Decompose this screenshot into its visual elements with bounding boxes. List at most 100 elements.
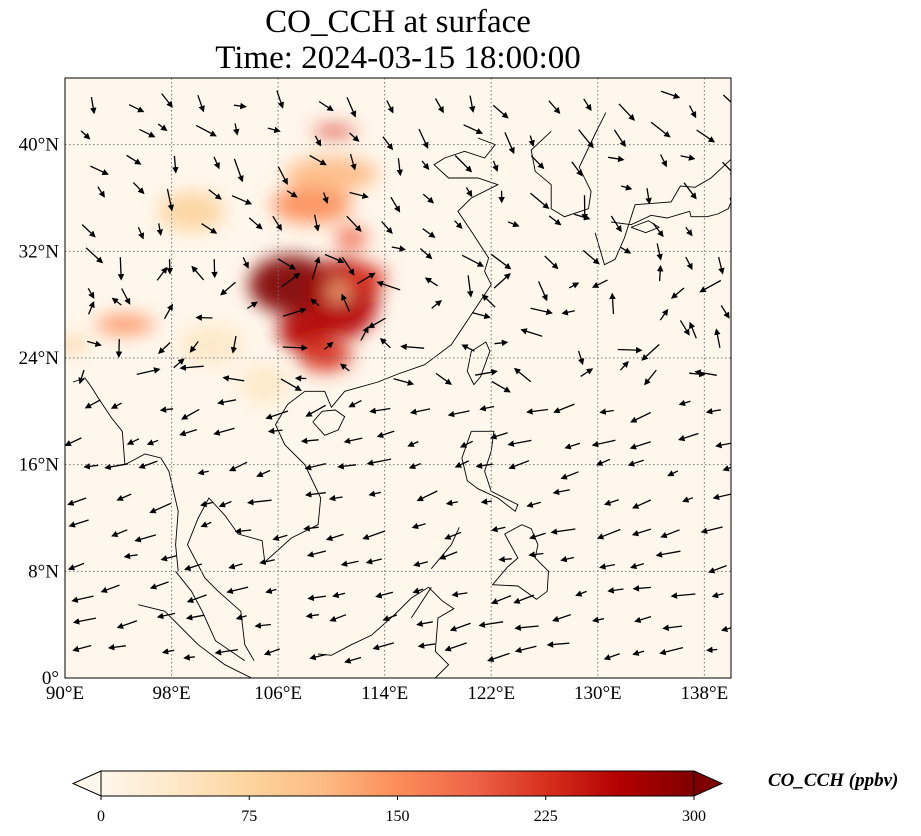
- wind-arrow: [214, 648, 238, 656]
- plume-13: [240, 364, 289, 405]
- wind-arrow: [678, 399, 691, 407]
- wind-arrow: [573, 213, 591, 221]
- wind-arrow: [577, 350, 585, 366]
- lat-tick-label: 24°N: [19, 348, 60, 369]
- wind-arrow: [159, 406, 174, 413]
- wind-arrow: [254, 622, 271, 629]
- map-subtitle: Time: 2024-03-15 18:00:00: [215, 40, 581, 76]
- wind-arrow: [272, 215, 282, 231]
- plume-11: [65, 336, 88, 353]
- wind-arrow: [220, 281, 236, 296]
- lon-tick-label: 98°E: [152, 683, 190, 704]
- wind-arrow: [722, 465, 731, 472]
- wind-arrow: [325, 533, 344, 542]
- lat-tick-label: 8°N: [28, 561, 59, 582]
- wind-arrow: [365, 558, 382, 565]
- wind-arrow: [341, 256, 355, 276]
- wind-arrow: [493, 273, 511, 289]
- wind-arrow: [281, 272, 301, 288]
- wind-arrow: [696, 129, 716, 143]
- wind-arrow: [461, 344, 475, 352]
- wind-arrow: [184, 563, 203, 571]
- wind-arrow: [491, 525, 506, 533]
- wind-arrow: [408, 462, 421, 469]
- wind-arrow: [213, 427, 235, 436]
- wind-arrow: [379, 337, 391, 349]
- wind-arrow: [67, 562, 85, 571]
- wind-arrow: [627, 459, 644, 467]
- wind-arrow: [309, 154, 327, 166]
- wind-arrow: [213, 156, 220, 170]
- wind-arrow: [222, 375, 245, 382]
- wind-arrow: [461, 254, 485, 267]
- wind-arrow: [685, 256, 693, 271]
- wind-arrow: [490, 253, 512, 270]
- wind-arrow: [680, 154, 696, 161]
- colorbar-tick-label: 150: [386, 808, 410, 825]
- wind-arrow: [514, 624, 539, 631]
- wind-arrow: [218, 500, 232, 508]
- wind-arrow: [700, 526, 723, 534]
- wind-arrow: [538, 281, 548, 302]
- wind-arrow: [272, 534, 288, 541]
- wind-arrow: [211, 259, 218, 279]
- wind-arrow: [688, 105, 697, 119]
- wind-arrow: [618, 103, 635, 121]
- wind-arrow: [629, 441, 651, 450]
- wind-arrow: [276, 90, 285, 109]
- wind-arrow: [304, 491, 326, 498]
- wind-arrow: [156, 612, 176, 620]
- wind-arrow: [362, 530, 386, 540]
- wind-arrow: [339, 363, 350, 372]
- wind-arrow: [578, 129, 594, 149]
- wind-arrow: [84, 399, 101, 409]
- wind-arrow: [491, 380, 511, 393]
- coastline-9: [318, 586, 455, 678]
- wind-arrow: [662, 624, 683, 631]
- wind-arrow: [422, 193, 435, 204]
- wind-arrow: [346, 215, 362, 232]
- wind-arrow: [472, 311, 491, 320]
- wind-arrow: [407, 440, 419, 447]
- wind-arrow: [195, 124, 217, 137]
- wind-arrow: [172, 155, 179, 174]
- wind-arrow: [644, 369, 657, 386]
- wind-arrow: [349, 132, 360, 142]
- wind-arrow: [375, 591, 394, 599]
- lat-tick-label: 16°N: [19, 455, 60, 476]
- wind-arrow: [111, 529, 128, 537]
- wind-arrow: [382, 614, 398, 622]
- coastline-12: [611, 201, 731, 226]
- wind-arrow: [163, 303, 173, 320]
- wind-arrow: [599, 563, 615, 570]
- wind-arrow: [660, 529, 680, 539]
- wind-arrow: [322, 192, 329, 204]
- wind-arrow: [504, 132, 515, 155]
- wind-arrow: [596, 458, 611, 466]
- wind-arrow: [136, 367, 161, 376]
- wind-arrow: [619, 360, 629, 371]
- wind-arrow: [197, 469, 209, 476]
- wind-arrow: [386, 100, 394, 114]
- wind-arrow: [85, 247, 104, 264]
- latitude-labels: 0° 8°N 16°N 24°N 32°N 40°N: [19, 135, 60, 689]
- wind-arrow: [123, 552, 138, 560]
- coastline-3: [138, 604, 252, 678]
- wind-arrow: [592, 616, 605, 623]
- wind-arrow: [720, 625, 731, 633]
- wind-arrow: [116, 620, 138, 629]
- coastline-2: [175, 571, 246, 662]
- wind-arrow: [256, 469, 271, 477]
- wind-arrow: [318, 100, 334, 112]
- wind-arrow: [705, 408, 721, 415]
- wind-arrow: [667, 470, 679, 477]
- wind-arrow: [481, 294, 496, 308]
- lat-tick-label: 0°: [42, 668, 59, 689]
- wind-arrow: [65, 437, 82, 447]
- wind-arrow: [200, 521, 212, 528]
- wind-arrow: [286, 190, 298, 198]
- wind-arrow: [323, 341, 334, 350]
- wind-arrow: [480, 498, 492, 505]
- wind-arrow: [479, 404, 495, 412]
- wind-arrow: [659, 308, 669, 321]
